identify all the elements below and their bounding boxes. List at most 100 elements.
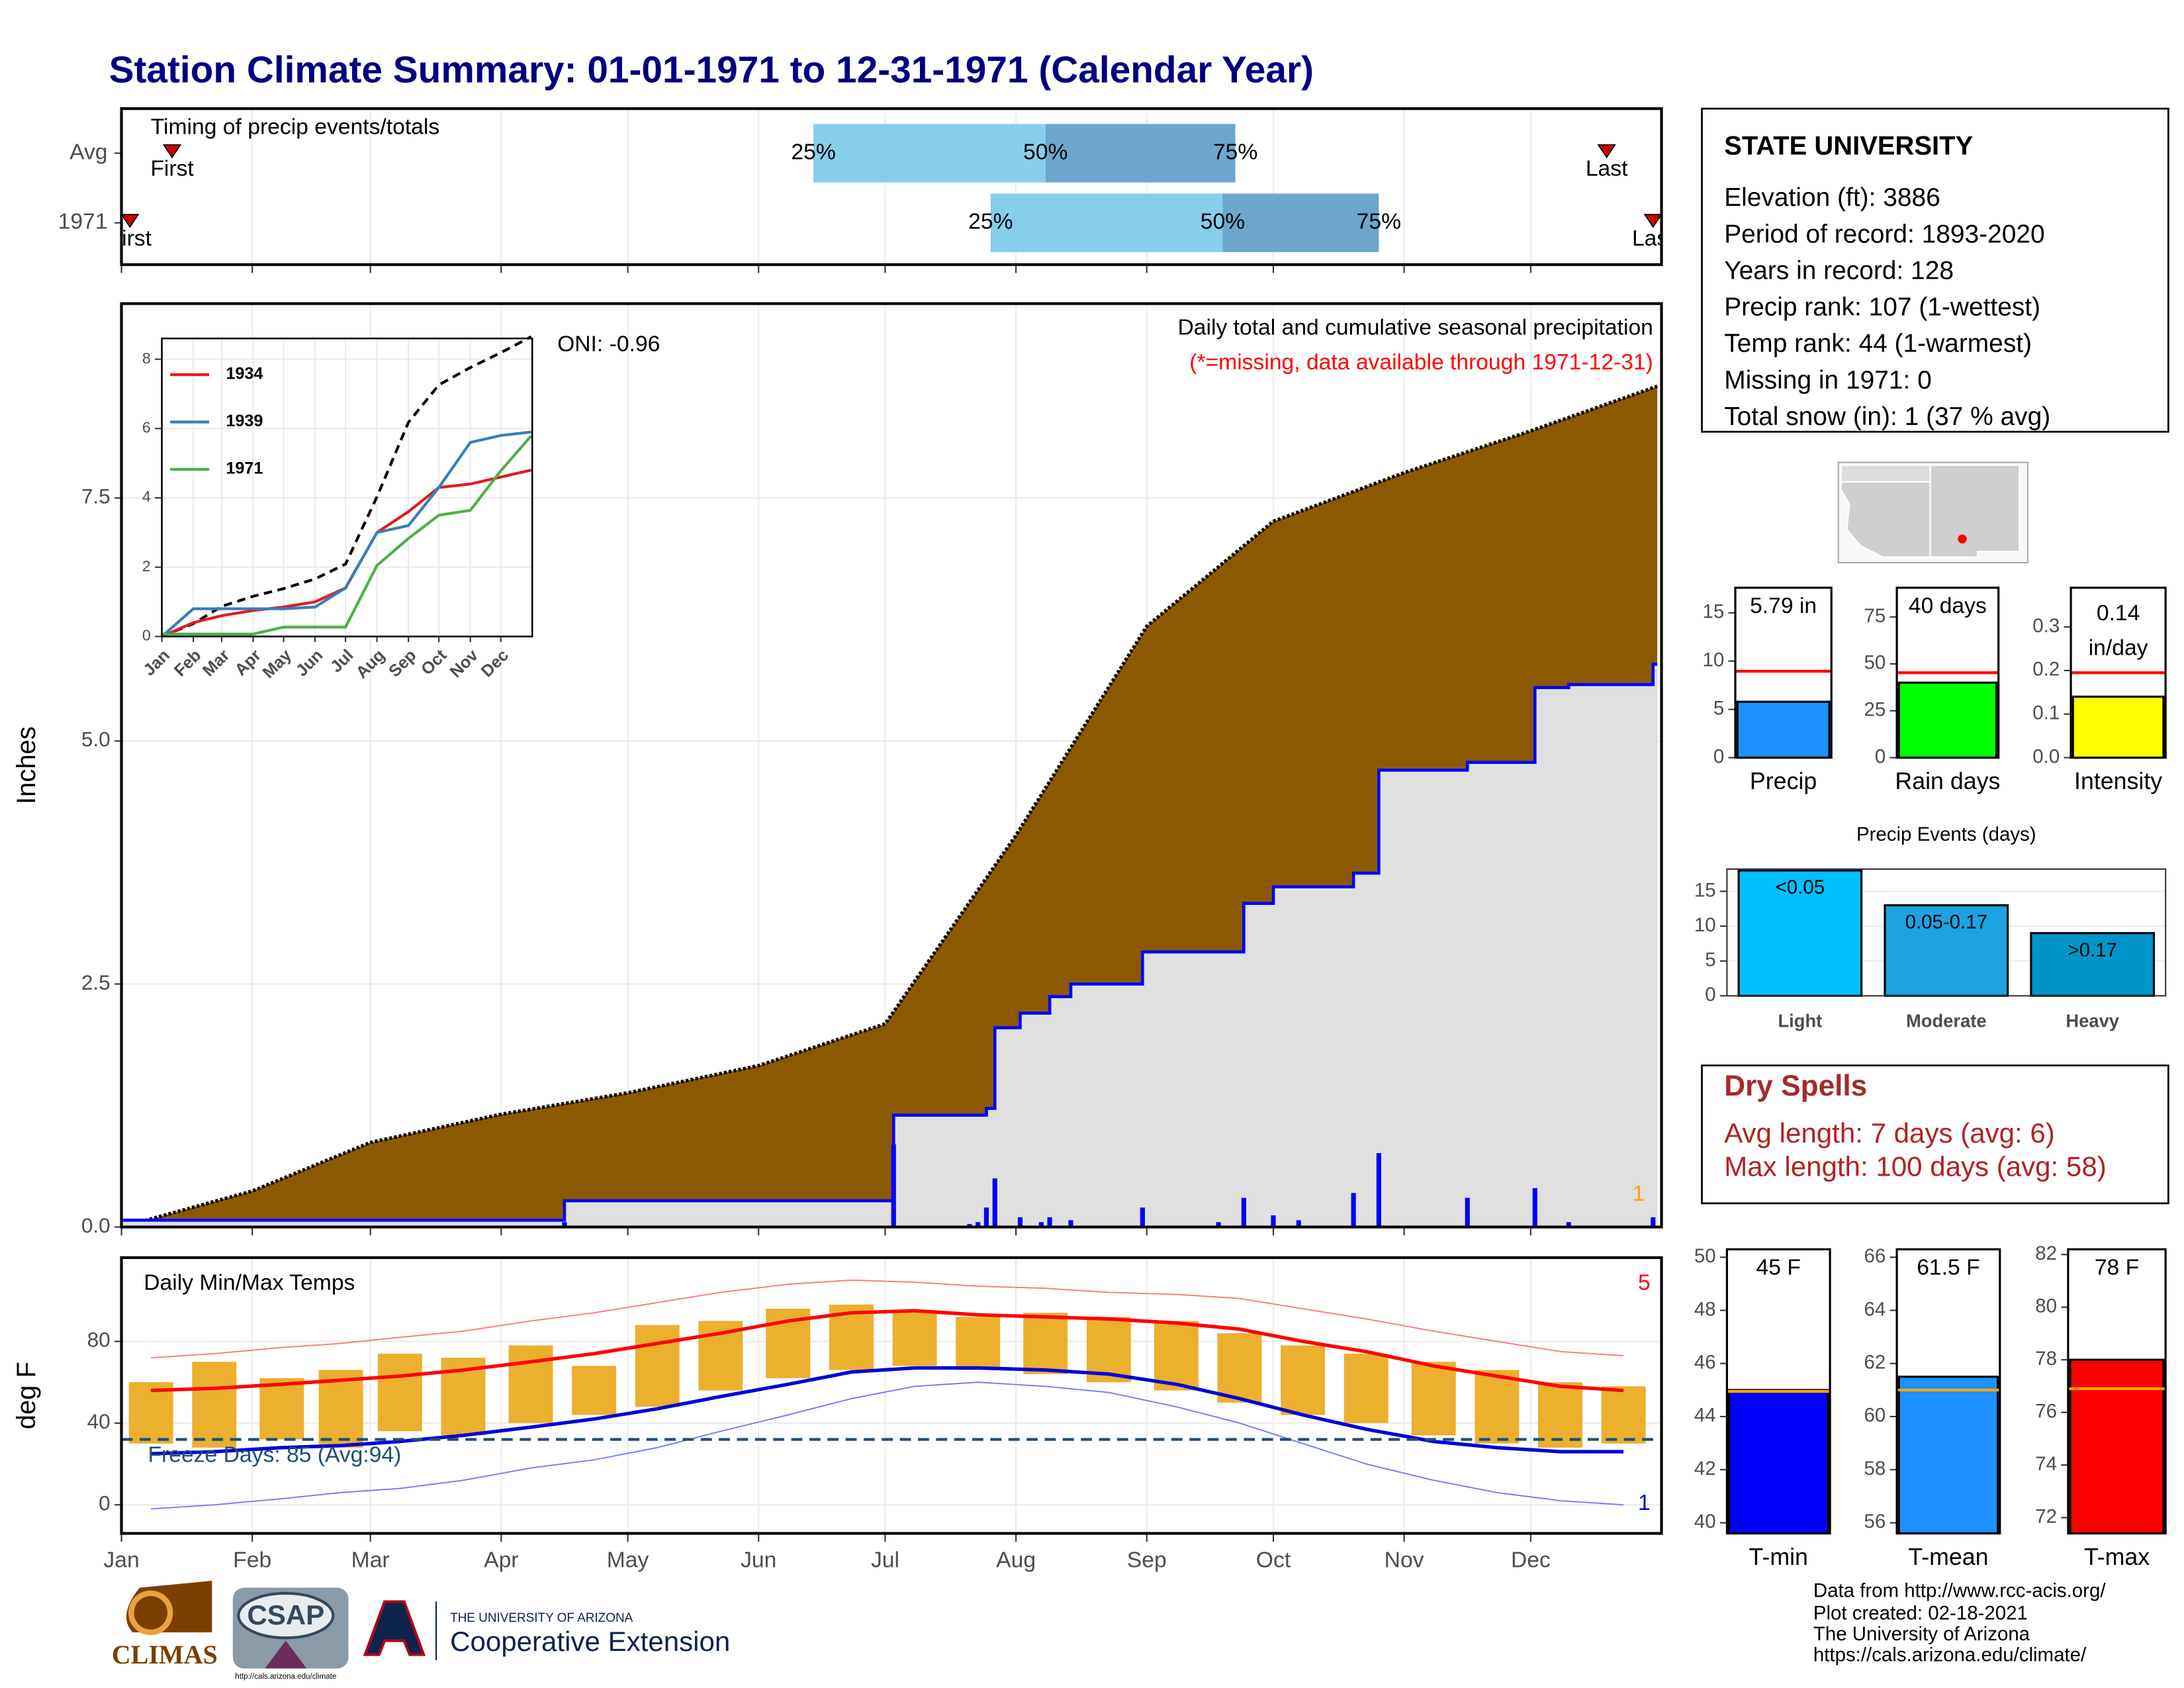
panel-title: Daily total and cumulative seasonal prec…: [1177, 315, 1653, 340]
quartile-bar: [813, 124, 1046, 183]
y-tick-label: 46: [1694, 1352, 1716, 1374]
station-line: Years in record: 128: [1724, 256, 1954, 285]
y-tick-label: 80: [2035, 1295, 2057, 1317]
y-tick-label: 78: [2035, 1348, 2057, 1370]
dry-spells-box: [1701, 1064, 2169, 1205]
value-label: 40 days: [1909, 594, 1987, 618]
logo-shape: [265, 1640, 307, 1669]
y-tick-label: 66: [1864, 1245, 1886, 1267]
daily-bar: [983, 1207, 989, 1227]
average-line: [161, 335, 532, 638]
station-location: [1958, 534, 1967, 543]
logo-text: CLIMAS: [112, 1640, 218, 1669]
quartile-bar: [990, 193, 1223, 252]
temp-range-bar: [1023, 1313, 1068, 1374]
dry-spells-line: Avg length: 7 days (avg: 6): [1724, 1117, 2055, 1149]
quartile-label: 25%: [968, 210, 1013, 234]
freeze-label: Freeze Days: 85 (Avg:94): [148, 1443, 402, 1468]
bar: [1897, 681, 1998, 759]
bar: [1897, 1376, 1999, 1535]
daily-bar: [1296, 1220, 1301, 1227]
panel-frame: [1734, 586, 1833, 759]
y-tick-label: 15: [1702, 601, 1724, 623]
logo-text: THE UNIVERSITY OF ARIZONA: [450, 1611, 633, 1625]
event-marker: [121, 214, 140, 228]
page-title: Station Climate Summary: 01-01-1971 to 1…: [109, 49, 1314, 91]
logo-text: http://cals.arizona.edu/climate: [235, 1673, 336, 1681]
y-tick-label: 10: [1702, 649, 1724, 671]
y-tick-label: 0.1: [2032, 702, 2060, 724]
y-tick-label: 56: [1864, 1511, 1886, 1532]
value-label: 61.5 F: [1917, 1256, 1979, 1280]
quartile-label: 75%: [1357, 210, 1401, 234]
category-label: Light: [1778, 1011, 1822, 1031]
record-high-line: [151, 1279, 1624, 1359]
temp-range-bar: [635, 1325, 680, 1407]
x-tick-label: Dec: [1511, 1548, 1551, 1572]
temp-range-bar: [259, 1378, 304, 1440]
record-count: 1: [1633, 1182, 1645, 1206]
y-tick-label: 8: [142, 350, 151, 367]
y-axis-label: deg F: [12, 1362, 41, 1429]
daily-bar: [1068, 1220, 1073, 1227]
y-tick-label: 76: [2035, 1400, 2057, 1422]
y-tick-label: 0.0: [81, 1213, 111, 1237]
x-tick-label: Jan: [103, 1548, 139, 1572]
station-line: Missing in 1971: 0: [1724, 366, 1932, 395]
y-tick-label: 74: [2035, 1453, 2057, 1475]
station-lines: Elevation (ft): 3886 Period of record: 18…: [1724, 183, 2050, 431]
legend-label: 1934: [226, 365, 263, 383]
credit: The University of Arizona: [1813, 1623, 2030, 1645]
y-tick-label: 72: [2035, 1505, 2057, 1527]
temp-range-bar: [1601, 1386, 1646, 1444]
x-tick-label: Oct: [1256, 1548, 1291, 1572]
y-tick-label: 0: [1705, 984, 1715, 1006]
daily-bar: [1271, 1215, 1276, 1227]
daily-bar: [1532, 1188, 1537, 1227]
value-label: 45 F: [1756, 1256, 1801, 1280]
climas-logo: CLIMAS: [112, 1580, 218, 1669]
panel-title: Precip Events (days): [1856, 823, 2036, 845]
y-tick-label: 50: [1694, 1245, 1716, 1267]
y-tick-label: 5: [1713, 697, 1724, 719]
station-line: Total snow (in): 1 (37 % avg): [1724, 402, 2050, 431]
daily-bar: [1566, 1222, 1571, 1227]
x-tick-label: Feb: [233, 1548, 271, 1572]
event-label: First: [109, 226, 152, 251]
y-tick-label: 48: [1694, 1298, 1716, 1320]
temp-range-bar: [1217, 1333, 1262, 1403]
x-tick-label: Sep: [1127, 1548, 1167, 1572]
station-name: STATE UNIVERSITY: [1724, 132, 1973, 161]
location-map: [1837, 461, 2028, 563]
daily-bar: [992, 1178, 997, 1227]
y-tick-label: 0: [1713, 745, 1724, 767]
station-line: Elevation (ft): 3886: [1724, 183, 1940, 212]
temp-range-bar: [128, 1382, 173, 1444]
x-tick-label: Nov: [1385, 1548, 1424, 1572]
temp-range-bar: [1154, 1321, 1199, 1391]
normal-low-line: [151, 1366, 1624, 1456]
y-tick-label: 80: [87, 1328, 111, 1352]
map-state: [1929, 464, 2021, 558]
dry-spells-line: Max length: 100 days (avg: 58): [1724, 1150, 2107, 1182]
temp-range-bar: [956, 1317, 1001, 1370]
y-tick-label: 0.0: [2032, 745, 2060, 767]
credit: Plot created: 02-18-2021: [1813, 1602, 2028, 1624]
daily-bar: [1351, 1193, 1356, 1227]
daily-bar: [562, 1222, 567, 1227]
daily-bar: [1216, 1222, 1221, 1227]
panel-frame: [1895, 1248, 2001, 1535]
category-label: T-max: [2084, 1544, 2150, 1570]
y-tick-label: 5: [1705, 949, 1715, 971]
ua-logo: THE UNIVERSITY OF ARIZONA Cooperative Ex…: [363, 1600, 730, 1660]
logo-shape: [363, 1600, 426, 1656]
daily-bar: [1376, 1152, 1381, 1227]
observed-line: [121, 663, 1658, 1222]
row-label: 1971: [58, 210, 108, 234]
event-marker: [1643, 214, 1662, 228]
panel-title: Daily Min/Max Temps: [144, 1271, 355, 1295]
y-tick-label: 40: [87, 1409, 111, 1433]
panel-background: [161, 338, 533, 637]
daily-bar: [1017, 1217, 1023, 1227]
